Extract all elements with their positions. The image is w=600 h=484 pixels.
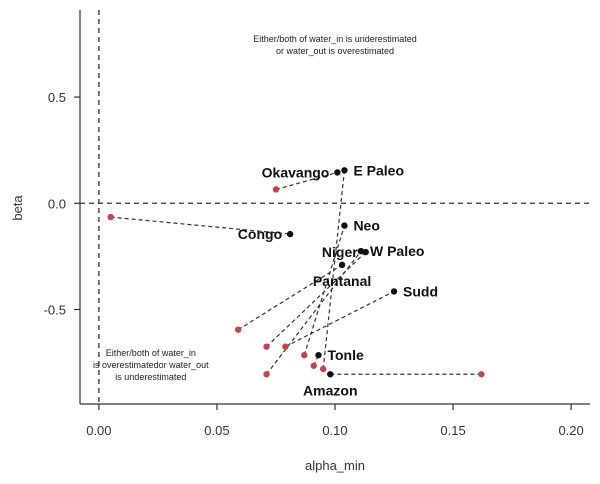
- origin-point-pantanal: [234, 326, 242, 333]
- connector-lines: [110, 170, 482, 375]
- point-tonle: [315, 351, 322, 359]
- x-tick-label: 0.00: [86, 423, 111, 438]
- point-label-sudd: Sudd: [403, 283, 438, 299]
- annotation-line: is overestimatedor water_out: [93, 360, 209, 370]
- point-label-amazon: Amazon: [303, 382, 357, 398]
- point-label-tonle: Tonle: [327, 347, 364, 363]
- origin-point-neo: [301, 351, 308, 359]
- x-tick-label: 0.10: [322, 423, 347, 438]
- origin-point-w-paleo: [263, 371, 270, 378]
- y-tick-label: -0.5: [44, 302, 66, 317]
- point-okavango: [334, 169, 341, 176]
- annotation-line: is underestimated: [115, 372, 186, 382]
- x-tick-label: 0.15: [440, 423, 465, 438]
- origin-points: [107, 186, 485, 378]
- origin-point-tonle: [310, 362, 317, 369]
- x-tick-label: 0.20: [558, 423, 583, 438]
- point-sudd: [390, 288, 398, 295]
- point-label-neo: Neo: [353, 218, 379, 234]
- connector-congo: [110, 216, 291, 235]
- reference-lines: [80, 10, 590, 404]
- connector-sudd: [285, 290, 395, 348]
- point-label-congo: Congo: [238, 226, 282, 242]
- point-label-okavango: Okavango: [262, 164, 330, 180]
- annotation-line: Either/both of water_in is underestimate…: [253, 34, 417, 44]
- y-tick-label: 0.0: [48, 196, 66, 211]
- point-niger: [362, 248, 369, 256]
- point-label-niger: Niger: [322, 244, 358, 260]
- connector-niger: [266, 251, 367, 348]
- annotations: Either/both of water_in is underestimate…: [93, 34, 417, 382]
- origin-point-congo: [107, 213, 114, 221]
- point-neo: [341, 222, 348, 229]
- point-label-w-paleo: W Paleo: [370, 243, 424, 259]
- axes: alpha_min beta 0.00 0.05 0.10 0.15 0.20 -0.5 0…: [10, 10, 590, 473]
- x-axis-title: alpha_min: [305, 458, 365, 473]
- x-tick-label: 0.05: [204, 423, 229, 438]
- data-points: [286, 167, 398, 378]
- origin-point-e-paleo: [319, 365, 327, 373]
- point-label-e-paleo: E Paleo: [353, 162, 404, 178]
- origin-point-niger: [263, 343, 270, 350]
- point-e-paleo: [341, 167, 348, 174]
- annotation-line: Either/both of water_in: [106, 348, 196, 358]
- point-congo: [286, 230, 294, 238]
- point-labels: Okavango E Paleo Congo Neo W Paleo Niger Panta…: [238, 162, 438, 398]
- connector-okavango: [275, 171, 338, 191]
- point-label-pantanal: Pantanal: [313, 273, 371, 289]
- y-axis-title: beta: [10, 195, 25, 221]
- origin-point-sudd: [282, 343, 289, 350]
- y-tick-label: 0.5: [48, 90, 66, 105]
- point-amazon: [327, 371, 334, 378]
- point-pantanal: [338, 261, 346, 269]
- annotation-line: or water_out is overestimated: [276, 46, 394, 56]
- origin-point-okavango: [272, 186, 280, 193]
- origin-point-amazon: [478, 371, 485, 378]
